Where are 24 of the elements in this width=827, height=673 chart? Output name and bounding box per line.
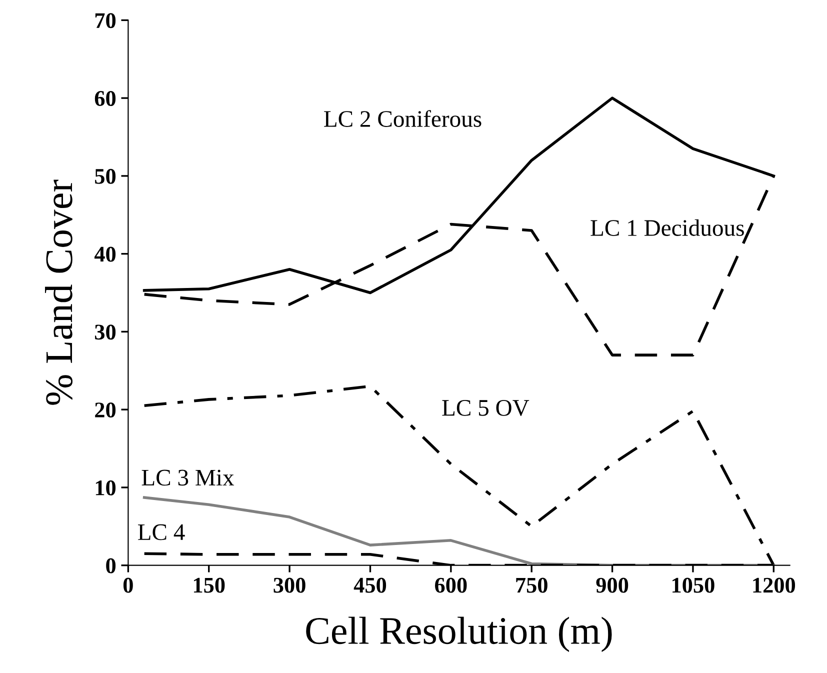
x-tick-label: 900	[596, 578, 628, 593]
x-tick-label: 0	[123, 578, 133, 593]
y-axis-title: % Land Cover	[45, 180, 72, 405]
text: LC 2 Coniferous	[324, 110, 482, 127]
series-label: LC 5 OV	[442, 400, 530, 416]
series-label: LC 3 Mix	[142, 470, 234, 486]
x-tick-label: 1200	[753, 578, 796, 593]
y-tick-label: 40	[94, 246, 116, 262]
x-axis-title: Cell Resolution (m)	[306, 616, 612, 652]
y-tick-label: 50	[95, 168, 116, 184]
x-tick-label: 750	[516, 578, 548, 593]
y-tick-label: 30	[94, 324, 116, 340]
y-tick-label: 70	[95, 13, 116, 28]
x-tick-label: 600	[435, 578, 467, 593]
y-tick-label: 60	[94, 91, 116, 106]
y-tick-label: 10	[96, 480, 116, 496]
x-tick-label: 1050	[672, 578, 714, 593]
series-label: LC 4	[138, 524, 185, 540]
y-tick-label: 20	[95, 402, 116, 418]
x-tick-label: 300	[274, 578, 306, 593]
x-tick-label: 150	[194, 578, 225, 593]
series-label: LC 1 Deciduous	[590, 219, 744, 236]
x-tick-label: 450	[354, 578, 386, 593]
y-tick-label: 0	[106, 558, 116, 574]
